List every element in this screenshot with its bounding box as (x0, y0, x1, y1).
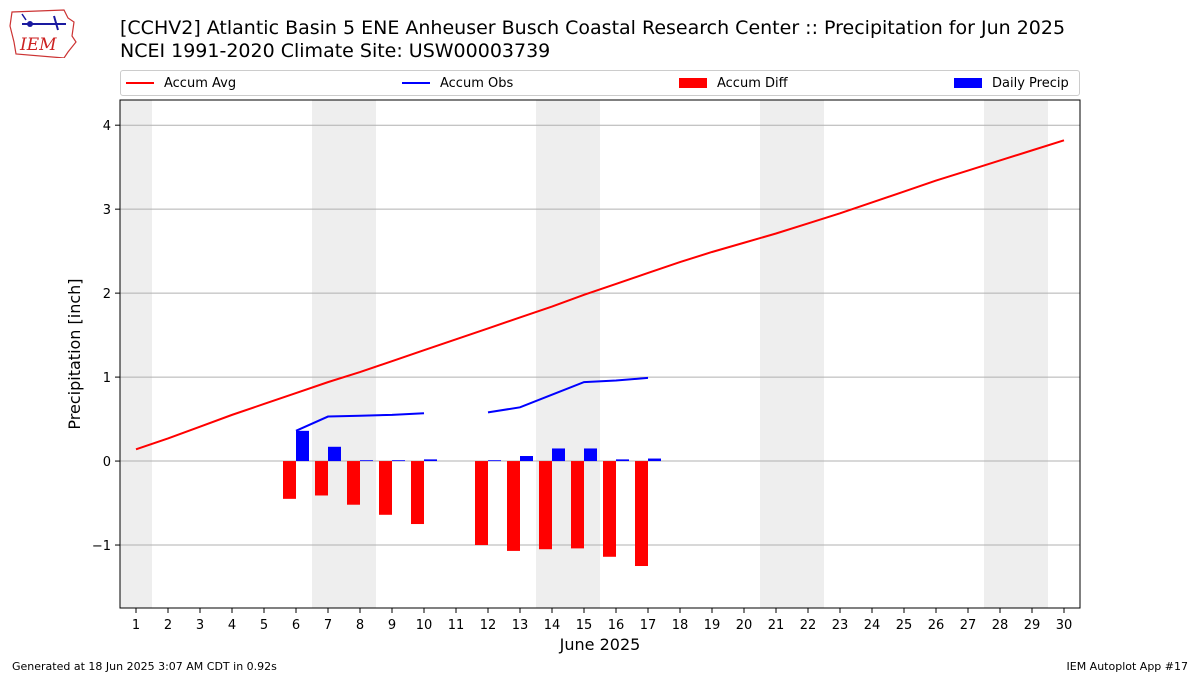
x-tick-label: 22 (800, 618, 817, 633)
accum-diff-bar (603, 461, 616, 557)
daily-precip-bar (488, 460, 501, 462)
x-tick-label: 2 (164, 618, 172, 633)
x-tick-label: 19 (704, 618, 721, 633)
x-tick-label: 9 (388, 618, 396, 633)
accum-diff-bar (475, 461, 488, 546)
weekend-band (984, 100, 1048, 608)
x-tick-label: 11 (448, 618, 465, 633)
legend-item-accum-obs: Accum Obs (402, 71, 513, 95)
x-tick-label: 15 (576, 618, 593, 633)
y-tick-label: 4 (103, 119, 111, 134)
accum-obs-line (295, 412, 425, 432)
y-tick-label: −1 (92, 539, 111, 554)
x-tick-label: 18 (672, 618, 689, 633)
x-tick-label: 6 (292, 618, 300, 633)
x-tick-label: 5 (260, 618, 268, 633)
x-tick-label: 25 (896, 618, 913, 633)
daily-precip-bar (520, 456, 533, 462)
chart-subtitle: NCEI 1991-2020 Climate Site: USW00003739 (120, 40, 551, 62)
footer-app: IEM Autoplot App #17 (1066, 660, 1189, 673)
accum-diff-bar (571, 461, 584, 549)
legend-swatch (126, 82, 154, 84)
weekend-band (120, 100, 152, 608)
chart-legend: Accum Avg Accum Obs Accum Diff Daily Pre… (120, 70, 1080, 96)
iem-logo: IEM (8, 6, 80, 59)
daily-precip-bar (552, 448, 565, 462)
daily-precip-bar (584, 448, 597, 462)
legend-label: Accum Obs (440, 75, 514, 91)
daily-precip-bar (296, 430, 309, 462)
daily-precip-bar (648, 458, 661, 462)
x-tick-label: 20 (736, 618, 753, 633)
y-tick-label: 0 (103, 455, 111, 470)
legend-label: Daily Precip (992, 75, 1069, 91)
bar-series (283, 430, 661, 567)
x-tick-label: 12 (480, 618, 497, 633)
legend-label: Accum Avg (164, 75, 237, 91)
daily-precip-bar (328, 446, 341, 462)
x-tick-label: 10 (416, 618, 433, 633)
x-tick-label: 14 (544, 618, 561, 633)
x-axis-label: June 2025 (559, 635, 641, 654)
legend-swatch (402, 82, 430, 84)
x-tick-label: 17 (640, 618, 657, 633)
x-tick-label: 28 (992, 618, 1009, 633)
x-tick-label: 24 (864, 618, 881, 633)
legend-label: Accum Diff (717, 75, 788, 91)
weekend-band (760, 100, 824, 608)
accum-avg-line (135, 139, 1065, 451)
y-axis-label: Precipitation [inch] (65, 278, 84, 429)
x-tick-label: 3 (196, 618, 204, 633)
daily-precip-bar (616, 459, 629, 462)
accum-diff-bar (379, 461, 392, 515)
grid-lines (120, 124, 1080, 546)
footer-generated: Generated at 18 Jun 2025 3:07 AM CDT in … (12, 660, 277, 673)
daily-precip-bar (424, 459, 437, 462)
y-tick-label: 3 (103, 203, 111, 218)
accum-diff-bar (635, 461, 648, 567)
y-tick-label: 1 (103, 371, 111, 386)
daily-precip-bar (360, 460, 373, 462)
line-series (135, 139, 1065, 451)
x-tick-label: 29 (1024, 618, 1041, 633)
x-tick-label: 1 (132, 618, 140, 633)
accum-diff-bar (411, 461, 424, 525)
svg-text:IEM: IEM (19, 35, 57, 55)
x-tick-label: 4 (228, 618, 236, 633)
plot-frame (119, 99, 1081, 609)
accum-diff-bar (283, 461, 296, 499)
daily-precip-bar (392, 460, 405, 462)
accum-diff-bar (539, 461, 552, 550)
chart-title: [CCHV2] Atlantic Basin 5 ENE Anheuser Bu… (120, 17, 1066, 39)
y-tick-label: 2 (103, 287, 111, 302)
x-tick-label: 26 (928, 618, 945, 633)
x-tick-label: 7 (324, 618, 332, 633)
x-tick-label: 8 (356, 618, 364, 633)
legend-item-accum-avg: Accum Avg (126, 71, 236, 95)
x-tick-label: 27 (960, 618, 977, 633)
x-tick-label: 16 (608, 618, 625, 633)
accum-obs-line (487, 376, 649, 414)
weekend-band (312, 100, 376, 608)
weekend-shading (120, 100, 1048, 608)
x-tick-label: 21 (768, 618, 785, 633)
legend-swatch (679, 78, 707, 88)
x-tick-label: 13 (512, 618, 529, 633)
accum-diff-bar (507, 461, 520, 551)
legend-item-daily-precip: Daily Precip (954, 71, 1069, 95)
accum-diff-bar (347, 461, 360, 505)
x-tick-label: 30 (1056, 618, 1073, 633)
legend-swatch (954, 78, 982, 88)
legend-item-accum-diff: Accum Diff (679, 71, 788, 95)
x-tick-label: 23 (832, 618, 849, 633)
accum-diff-bar (315, 461, 328, 496)
